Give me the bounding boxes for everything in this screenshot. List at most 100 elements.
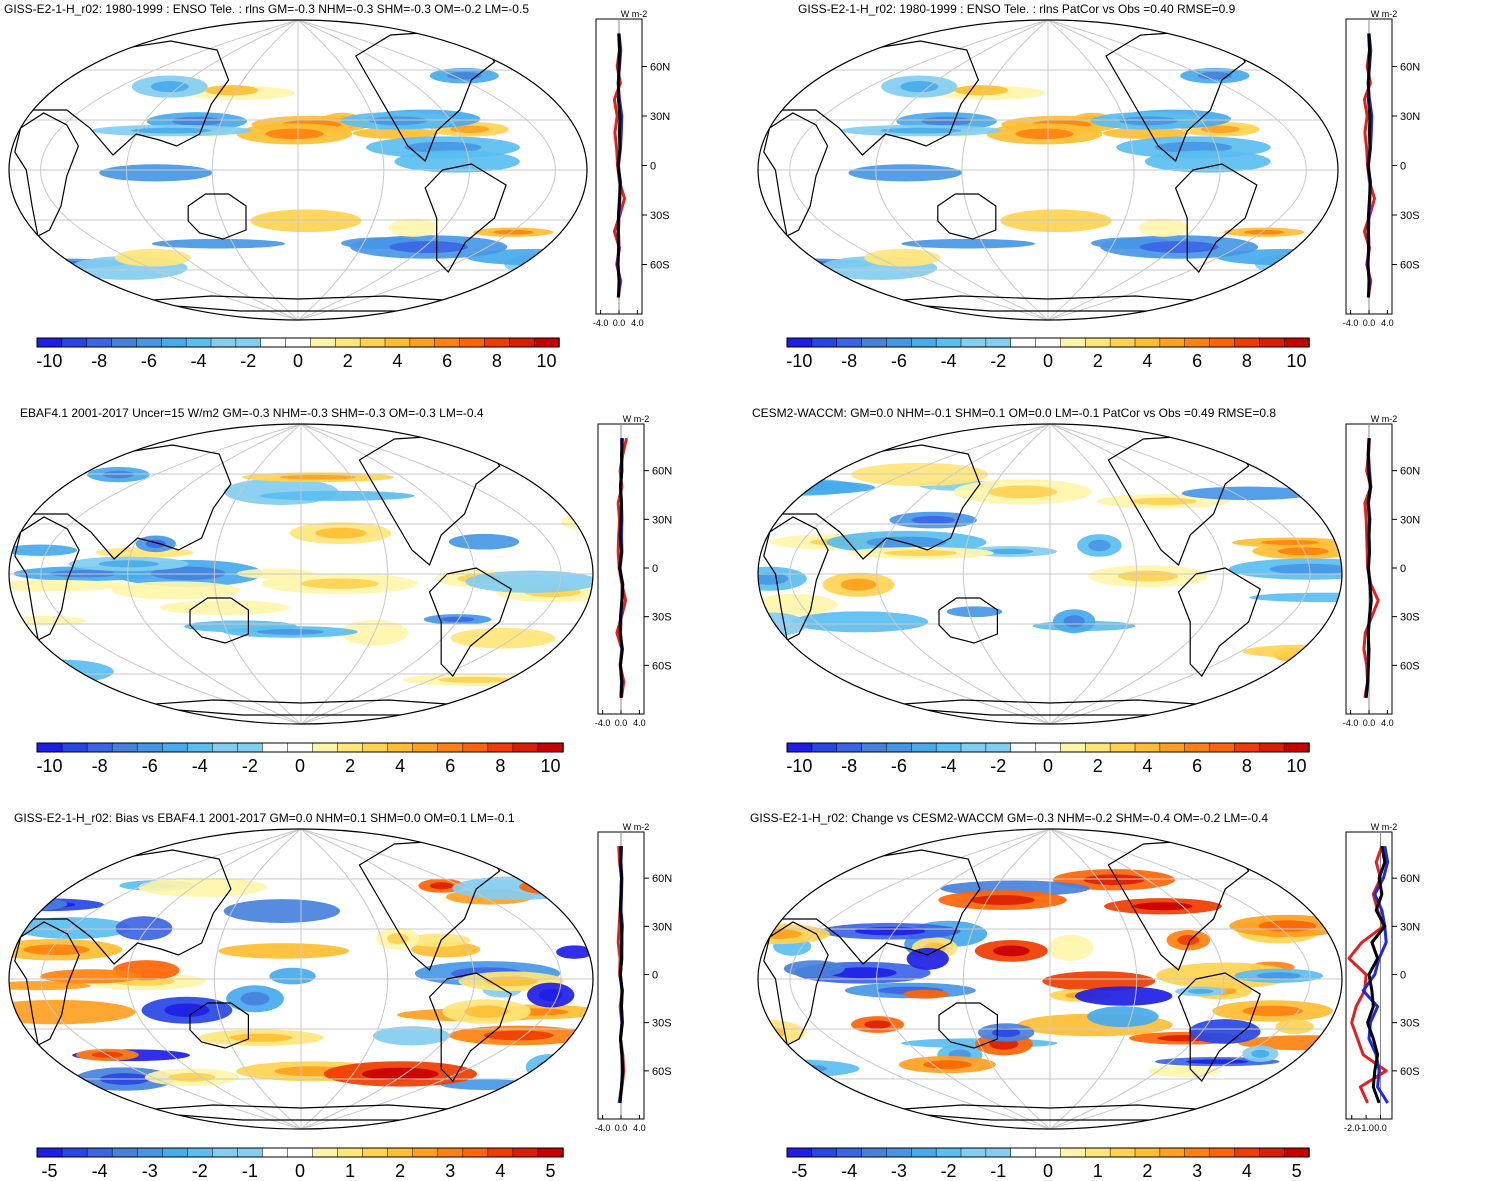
colorbar-tick-label: 1 xyxy=(1093,1161,1103,1181)
colorbar-cell xyxy=(187,1147,214,1158)
lat-label: 0 xyxy=(1400,161,1406,173)
x-tick-label: 4.0 xyxy=(1381,318,1394,328)
colorbar-cell xyxy=(237,1147,264,1158)
map-border xyxy=(8,828,594,1130)
colorbar-cell xyxy=(1184,1147,1211,1158)
continent-south-america xyxy=(1174,163,1258,273)
colorbar-cell xyxy=(437,742,464,753)
x-tick-label: 4.0 xyxy=(1381,718,1394,728)
colorbar-frame xyxy=(36,337,560,348)
colorbar-tick-label: -3 xyxy=(142,1161,158,1181)
colorbar-cell xyxy=(384,337,411,348)
continent-south-america xyxy=(428,567,512,677)
colorbar-cell xyxy=(387,742,414,753)
colorbar-cell xyxy=(111,1147,138,1158)
colorbar-tick-label: -3 xyxy=(891,1161,907,1181)
colorbar-tick-label: 10 xyxy=(1287,351,1307,371)
colorbar-cell xyxy=(86,1147,113,1158)
colorbar-tick-label: -10 xyxy=(36,351,62,371)
colorbar-tick-label: 0 xyxy=(293,351,303,371)
panel-title: EBAF4.1 2001-2017 Uncer=15 W/m2 GM=-0.3 … xyxy=(20,406,484,420)
colorbar-tick-label: 6 xyxy=(1192,756,1202,776)
colorbar-cell xyxy=(61,337,88,348)
x-tick-label: -4.0 xyxy=(595,718,611,728)
x-tick-label: 4.0 xyxy=(631,318,644,328)
colorbar-cell xyxy=(960,1147,987,1158)
x-tick-label: -2.0 xyxy=(1344,1123,1360,1133)
colorbar-tick-label: -4 xyxy=(191,351,207,371)
x-tick-label: 0.0 xyxy=(615,718,628,728)
colorbar-tick-label: -2 xyxy=(242,756,258,776)
colorbar-cell xyxy=(886,742,913,753)
series-model xyxy=(616,33,622,298)
lat-label: 60N xyxy=(1400,873,1420,885)
x-tick-label: 0.0 xyxy=(1363,318,1376,328)
continent-antarctica xyxy=(125,1104,477,1121)
colorbar-cell xyxy=(337,742,364,753)
zonal-mean-plot: W m-2 60N 30N 0 30S 60S -4.0 0.0 4.0 xyxy=(595,414,672,728)
continent-africa xyxy=(763,921,829,1046)
colorbar-cell xyxy=(487,1147,514,1158)
colorbar-tick-label: 8 xyxy=(495,756,505,776)
colorbar-tick-label: 0 xyxy=(295,1161,305,1181)
colorbar-cell xyxy=(1060,742,1087,753)
continent-australia xyxy=(937,193,997,240)
colorbar-cell xyxy=(237,742,264,753)
colorbar-tick-label: 3 xyxy=(445,1161,455,1181)
lat-label: 60S xyxy=(1400,660,1420,672)
colorbar-cell xyxy=(1134,742,1161,753)
colorbar-cell xyxy=(1085,337,1111,348)
continent-greenland xyxy=(1253,837,1297,872)
colorbar: -10 -8 -6 -4 -2 0 2 4 6 8 10 xyxy=(786,742,1310,776)
continent-africa xyxy=(763,112,829,237)
colorbar-tick-label: 5 xyxy=(1292,1161,1302,1181)
colorbar-cell xyxy=(262,1147,289,1158)
map-border xyxy=(8,19,588,321)
colorbar-tick-label: -8 xyxy=(841,351,857,371)
colorbar-cell xyxy=(786,1147,813,1158)
x-tick-label: 0.0 xyxy=(613,318,626,328)
colorbar-cell xyxy=(1283,337,1310,348)
colorbar-cell xyxy=(786,337,813,348)
graticule xyxy=(758,423,1342,725)
colorbar-cell xyxy=(1134,337,1161,348)
colorbar-tick-label: -10 xyxy=(786,351,812,371)
colorbar-cell xyxy=(1159,1147,1186,1158)
colorbar-cell xyxy=(1283,742,1310,753)
map-border xyxy=(8,423,594,725)
zonal-mean-plot: W m-2 60N 30N 0 30S 60S -2.0-1.0 0.0 xyxy=(1344,822,1420,1133)
colorbar-cell xyxy=(161,742,189,753)
colorbar-cell xyxy=(886,337,913,348)
colorbar-cell xyxy=(1259,1147,1285,1158)
colorbar-tick-label: 4 xyxy=(1242,1161,1252,1181)
colorbar-cell xyxy=(985,337,1012,348)
units-label: W m-2 xyxy=(623,414,650,424)
lat-label: 30S xyxy=(652,1018,672,1030)
colorbar-tick-label: 10 xyxy=(537,351,557,371)
map-border xyxy=(757,423,1343,725)
colorbar-cell xyxy=(287,1147,314,1158)
colorbar-cell xyxy=(136,1147,163,1158)
colorbar-cell xyxy=(409,337,436,348)
colorbar: -5 -4 -3 -2 -1 0 1 2 3 4 5 xyxy=(786,1147,1310,1181)
x-tick-label: 0.0 xyxy=(1374,1123,1387,1133)
colorbar-cell xyxy=(1010,337,1037,348)
colorbar-tick-label: 10 xyxy=(540,756,560,776)
continent-antarctica xyxy=(125,699,477,716)
colorbar-cell xyxy=(387,1147,414,1158)
colorbar-cell xyxy=(86,742,113,753)
series-model xyxy=(1366,33,1372,298)
panel-title: GISS-E2-1-H_r02: Bias vs EBAF4.1 2001-20… xyxy=(14,811,515,825)
colorbar-cell xyxy=(484,337,511,348)
x-tick-label: 4.0 xyxy=(633,718,646,728)
colorbar-cell xyxy=(512,1147,539,1158)
colorbar-cell xyxy=(185,337,212,348)
continent-africa xyxy=(14,516,80,641)
colorbar-cell xyxy=(911,1147,937,1158)
colorbar-tick-label: 4 xyxy=(1142,351,1152,371)
colorbar-cell xyxy=(36,337,63,348)
continent-africa xyxy=(763,516,829,641)
x-tick-label: 4.0 xyxy=(633,1123,646,1133)
colorbar-tick-label: -2 xyxy=(192,1161,208,1181)
map-border xyxy=(757,19,1339,321)
